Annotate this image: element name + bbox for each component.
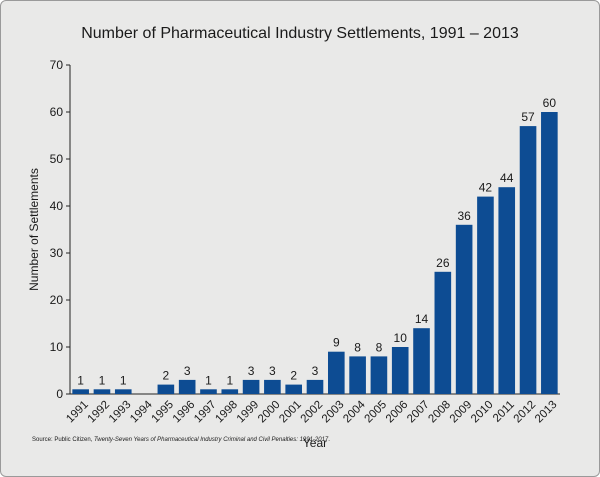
bar bbox=[370, 356, 388, 394]
data-label: 3 bbox=[248, 364, 255, 378]
data-label: 60 bbox=[543, 96, 557, 110]
x-tick-label: 1995 bbox=[150, 399, 177, 426]
bar bbox=[434, 271, 452, 394]
data-label: 26 bbox=[436, 256, 450, 270]
x-tick-label: 2010 bbox=[469, 399, 496, 426]
y-tick-label: 0 bbox=[56, 387, 63, 401]
source-note: Source: Public Citizen, Twenty-Seven Yea… bbox=[32, 436, 330, 444]
bar bbox=[221, 389, 239, 394]
x-tick-label: 2003 bbox=[320, 399, 347, 426]
x-tick-label: 2009 bbox=[448, 399, 475, 426]
data-label: 2 bbox=[290, 369, 297, 383]
data-label: 14 bbox=[415, 312, 429, 326]
x-tick-label: 2002 bbox=[299, 399, 326, 426]
data-label: 1 bbox=[77, 373, 84, 387]
data-label: 3 bbox=[184, 364, 191, 378]
x-tick-label: 2007 bbox=[405, 399, 432, 426]
bar bbox=[157, 384, 175, 394]
data-label: 10 bbox=[394, 331, 408, 345]
data-label: 1 bbox=[205, 373, 212, 387]
x-tick-label: 2012 bbox=[512, 399, 539, 426]
y-tick-label: 60 bbox=[50, 105, 64, 119]
x-tick-label: 2001 bbox=[277, 399, 304, 426]
bar bbox=[327, 351, 345, 394]
data-label: 42 bbox=[479, 181, 493, 195]
data-label: 1 bbox=[120, 373, 127, 387]
bar bbox=[200, 389, 217, 394]
bar bbox=[114, 389, 132, 394]
y-tick-label: 30 bbox=[50, 246, 64, 260]
bar bbox=[285, 384, 303, 394]
data-label: 44 bbox=[500, 171, 514, 185]
data-label: 3 bbox=[312, 364, 319, 378]
x-tick-label: 2005 bbox=[363, 399, 390, 426]
y-tick-label: 40 bbox=[50, 199, 64, 213]
x-tick-label: 1994 bbox=[128, 398, 155, 425]
x-tick-label: 1998 bbox=[213, 399, 240, 426]
x-tick-label: 1991 bbox=[64, 399, 91, 426]
y-tick-label: 10 bbox=[50, 340, 64, 354]
bar bbox=[413, 328, 430, 394]
bar bbox=[477, 196, 494, 394]
bar bbox=[306, 379, 324, 394]
x-tick-label: 2004 bbox=[341, 398, 368, 425]
data-label: 2 bbox=[163, 369, 170, 383]
bar bbox=[178, 379, 196, 394]
y-tick-label: 20 bbox=[50, 293, 64, 307]
source-title: Twenty-Seven Years of Pharmaceutical Ind… bbox=[94, 437, 329, 443]
source-suffix: . bbox=[328, 437, 330, 443]
data-label: 8 bbox=[354, 340, 361, 354]
bar bbox=[541, 112, 558, 394]
x-tick-label: 2011 bbox=[491, 399, 517, 425]
data-label: 3 bbox=[269, 364, 276, 378]
bar bbox=[72, 389, 89, 394]
source-prefix: Source: Public Citizen, bbox=[32, 437, 95, 443]
x-tick-label: 2008 bbox=[426, 399, 453, 426]
x-tick-label: 2013 bbox=[533, 399, 560, 426]
x-tick-label: 1997 bbox=[192, 399, 219, 426]
data-label: 8 bbox=[376, 340, 383, 354]
data-label: 57 bbox=[521, 110, 535, 124]
bar bbox=[455, 224, 473, 394]
bar bbox=[264, 379, 281, 394]
bar bbox=[519, 126, 537, 394]
data-label: 9 bbox=[333, 336, 340, 350]
bar bbox=[242, 379, 260, 394]
x-tick-label: 2006 bbox=[384, 399, 411, 426]
bar bbox=[498, 187, 516, 394]
x-tick-label: 1992 bbox=[86, 399, 113, 426]
bar bbox=[349, 356, 366, 394]
data-label: 1 bbox=[226, 373, 233, 387]
x-axis-title: Year bbox=[303, 436, 327, 450]
chart-title: Number of Pharmaceutical Industry Settle… bbox=[81, 25, 519, 42]
y-axis-title: Number of Settlements bbox=[27, 168, 41, 291]
data-label: 1 bbox=[99, 373, 106, 387]
y-tick-label: 70 bbox=[50, 58, 64, 72]
x-tick-label: 1996 bbox=[171, 399, 198, 426]
x-tick-label: 2000 bbox=[256, 399, 283, 426]
x-tick-label: 1999 bbox=[235, 399, 262, 426]
bar bbox=[93, 389, 111, 394]
x-tick-label: 1993 bbox=[107, 399, 134, 426]
bar bbox=[391, 347, 409, 394]
data-label: 36 bbox=[457, 209, 471, 223]
y-tick-label: 50 bbox=[50, 152, 64, 166]
